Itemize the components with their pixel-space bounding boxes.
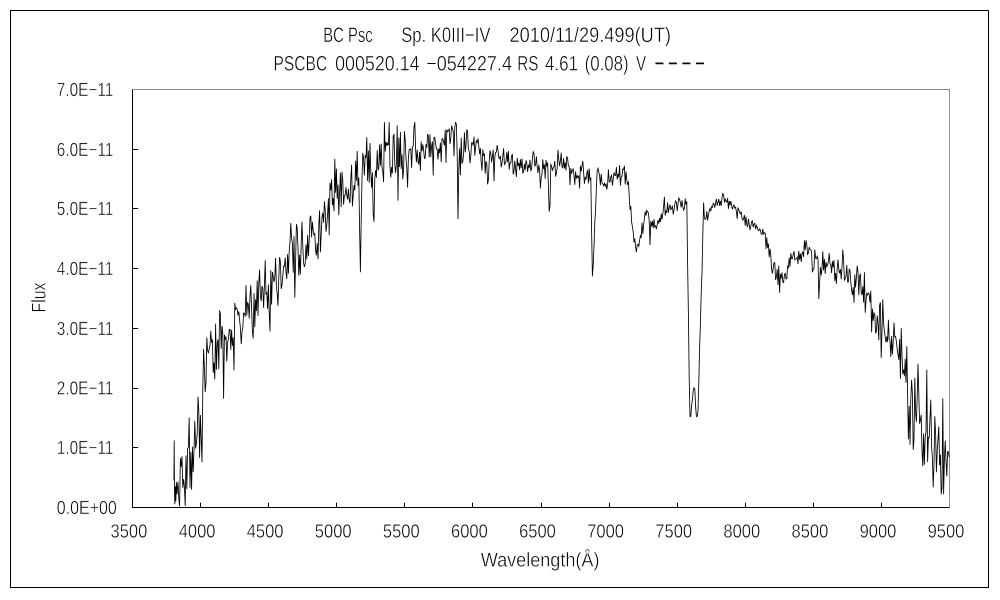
svg-text:Flux: Flux xyxy=(29,283,51,313)
svg-text:2010/11/29.499(UT): 2010/11/29.499(UT) xyxy=(510,24,672,47)
svg-text:4000: 4000 xyxy=(179,522,216,543)
svg-text:0.0E+00: 0.0E+00 xyxy=(57,498,117,519)
svg-text:8000: 8000 xyxy=(723,522,760,543)
svg-text:V: V xyxy=(636,52,646,75)
svg-text:6.0E−11: 6.0E−11 xyxy=(57,140,113,161)
svg-text:3500: 3500 xyxy=(111,522,148,543)
svg-text:3.0E−11: 3.0E−11 xyxy=(57,319,113,340)
svg-text:2.0E−11: 2.0E−11 xyxy=(57,379,113,400)
svg-text:5000: 5000 xyxy=(315,522,352,543)
svg-text:Sp. K0III−IV: Sp. K0III−IV xyxy=(401,24,490,47)
svg-text:7.0E−11: 7.0E−11 xyxy=(57,80,113,101)
svg-text:1.0E−11: 1.0E−11 xyxy=(57,438,113,459)
svg-text:6000: 6000 xyxy=(451,522,488,543)
svg-text:9500: 9500 xyxy=(928,522,965,543)
svg-text:Wavelength(Å): Wavelength(Å) xyxy=(481,549,600,572)
svg-text:−054227.4: −054227.4 xyxy=(426,52,512,75)
svg-text:4.61: 4.61 xyxy=(545,52,578,75)
svg-text:8500: 8500 xyxy=(792,522,829,543)
svg-text:4.0E−11: 4.0E−11 xyxy=(57,259,113,280)
svg-text:000520.14: 000520.14 xyxy=(335,52,420,75)
svg-text:7500: 7500 xyxy=(655,522,692,543)
svg-text:6500: 6500 xyxy=(519,522,556,543)
svg-text:4500: 4500 xyxy=(247,522,284,543)
svg-text:9000: 9000 xyxy=(860,522,897,543)
svg-text:5500: 5500 xyxy=(383,522,420,543)
svg-text:7000: 7000 xyxy=(587,522,624,543)
svg-text:PSCBC: PSCBC xyxy=(274,52,328,75)
svg-text:(0.08): (0.08) xyxy=(585,52,629,75)
svg-text:BC Psc: BC Psc xyxy=(323,24,372,47)
svg-text:RS: RS xyxy=(517,52,538,75)
svg-text:5.0E−11: 5.0E−11 xyxy=(57,199,113,220)
